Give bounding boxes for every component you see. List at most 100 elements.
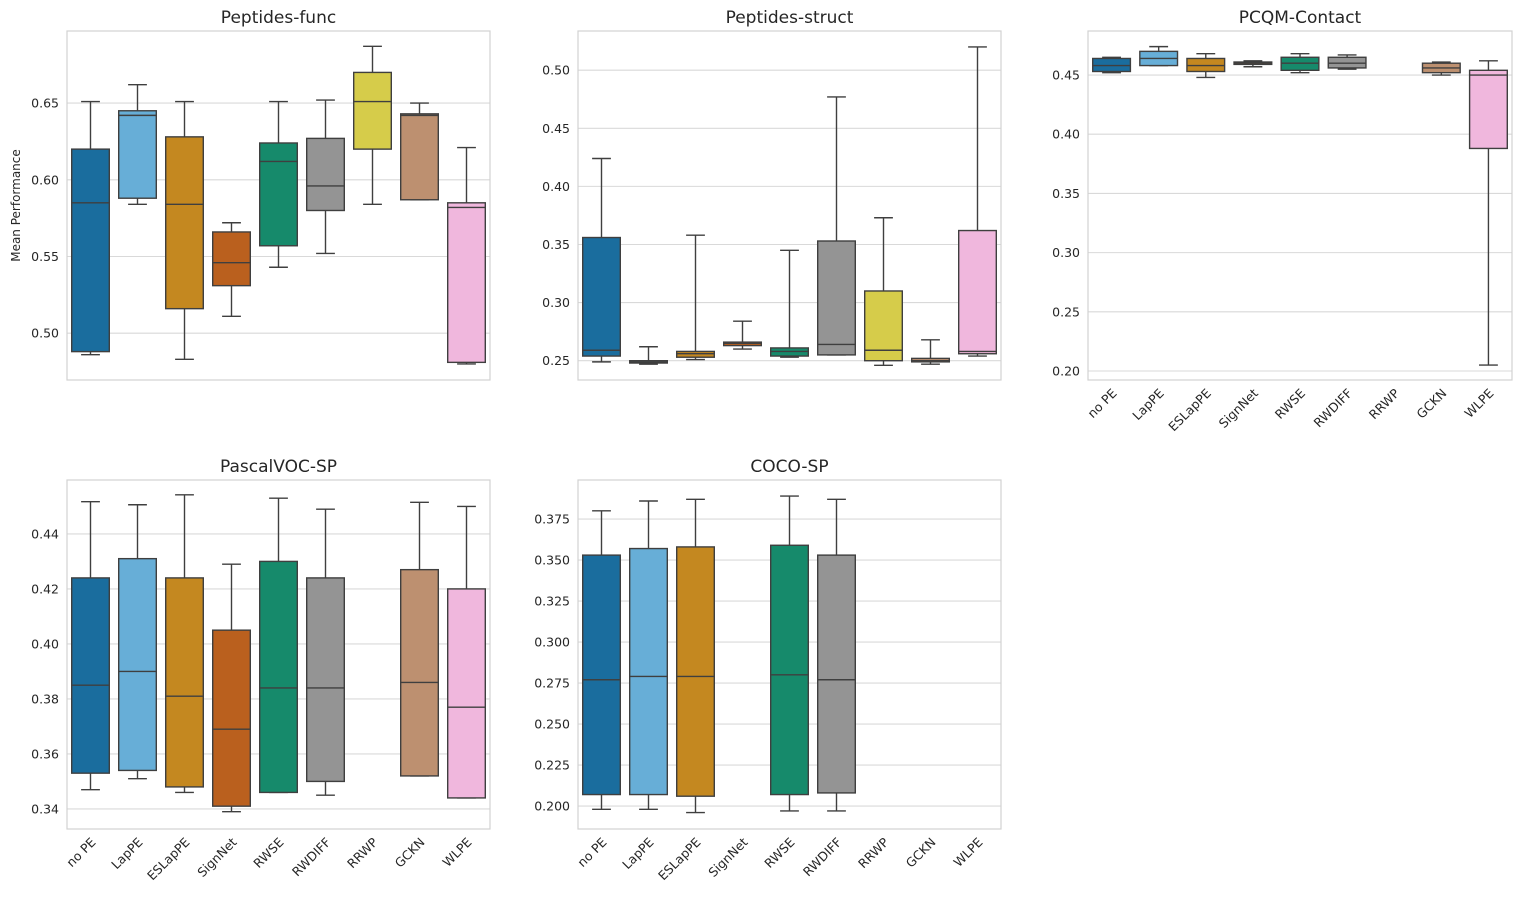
box-eslappe: [676, 498, 716, 814]
y-tick-label: 0.350: [534, 553, 570, 568]
y-tick-label: 0.25: [1052, 304, 1080, 319]
y-tick-label: 0.40: [1052, 127, 1080, 142]
y-tick-label: 0.225: [534, 758, 570, 773]
y-tick-label: 0.25: [542, 353, 570, 368]
iqr-box: [306, 577, 346, 783]
y-tick-label: 0.38: [31, 691, 59, 706]
y-tick-label: 0.42: [31, 581, 59, 596]
iqr-box: [306, 137, 346, 212]
box-lappe: [117, 504, 157, 780]
iqr-box: [676, 546, 716, 797]
y-tick-label: 0.35: [1052, 186, 1080, 201]
box-no-pe: [70, 100, 110, 356]
box-no-pe: [1092, 56, 1132, 74]
iqr-box: [582, 554, 622, 796]
y-tick-label: 0.45: [542, 121, 570, 136]
box-signnet: [211, 222, 251, 318]
y-tick-label: 0.375: [534, 512, 570, 527]
subplot-title: COCO-SP: [750, 457, 828, 477]
box-no-pe: [582, 510, 622, 811]
box-rrwp: [353, 45, 393, 206]
box-gckn: [400, 102, 440, 201]
box-rwdiff: [306, 508, 346, 796]
box-wlpe: [447, 505, 487, 799]
subplot-peptides-struct: 0.25 0.30 0.35 0.40 0.45 0.50 Peptides-struct: [542, 8, 1002, 381]
box-rwdiff: [1327, 54, 1367, 70]
subplot-title: Peptides-func: [221, 8, 336, 28]
box-wlpe: [447, 146, 487, 365]
box-rwse: [259, 100, 299, 268]
iqr-box: [117, 557, 157, 772]
box-rwse: [1280, 53, 1320, 74]
iqr-box: [447, 588, 487, 799]
y-tick-label: 0.30: [1052, 245, 1080, 260]
iqr-box: [582, 236, 622, 357]
box-lappe: [629, 346, 669, 365]
box-gckn: [1421, 61, 1461, 76]
axes-frame: [66, 479, 491, 830]
subplot-coco-sp: 0.200 0.225 0.250 0.275 0.300 0.325 0.350 0.375…: [534, 457, 1002, 883]
iqr-box: [958, 229, 998, 355]
iqr-box: [400, 568, 440, 777]
y-tick-label: 0.34: [31, 801, 59, 816]
box-lappe: [1139, 45, 1179, 67]
y-tick-label: 0.50: [542, 63, 570, 78]
iqr-box: [629, 547, 669, 796]
box-signnet: [723, 320, 763, 350]
box-signnet: [211, 563, 251, 813]
y-tick-label: 0.40: [31, 636, 59, 651]
iqr-box: [70, 148, 110, 353]
box-eslappe: [164, 100, 204, 360]
y-tick-label: 0.44: [31, 526, 59, 541]
box-no-pe: [582, 157, 622, 363]
box-rwdiff: [306, 99, 346, 255]
box-rwse: [259, 497, 299, 794]
iqr-box: [70, 577, 110, 774]
y-tick-label: 0.20: [1052, 364, 1080, 379]
axes-frame: [1087, 30, 1513, 381]
box-rwdiff: [817, 96, 857, 356]
axes-frame: [577, 30, 1002, 381]
subplot-title: PCQM-Contact: [1239, 8, 1362, 28]
y-tick-label: 0.35: [542, 237, 570, 252]
subplot-peptides-func: 0.50 0.55 0.60 0.65 Peptides-func Mean Perfor…: [9, 8, 491, 381]
iqr-box: [864, 290, 904, 362]
iqr-box: [164, 136, 204, 310]
iqr-box: [770, 544, 810, 796]
box-rwse: [770, 249, 810, 358]
iqr-box: [259, 142, 299, 247]
box-rwdiff: [817, 498, 857, 812]
y-tick-label: 0.60: [31, 172, 59, 187]
iqr-box: [400, 113, 440, 201]
iqr-box: [117, 110, 157, 199]
box-eslappe: [1186, 53, 1226, 79]
y-tick-label: 0.50: [31, 326, 59, 341]
iqr-box: [817, 240, 857, 356]
box-eslappe: [676, 234, 716, 361]
box-wlpe: [958, 46, 998, 357]
box-lappe: [629, 500, 669, 811]
iqr-box: [259, 560, 299, 794]
y-tick-label: 0.200: [534, 799, 570, 814]
box-gckn: [400, 501, 440, 777]
axes-frame: [66, 30, 491, 381]
y-tick-label: 0.250: [534, 717, 570, 732]
y-tick-label: 0.300: [534, 635, 570, 650]
y-tick-label: 0.65: [31, 96, 59, 111]
y-tick-label: 0.325: [534, 594, 570, 609]
iqr-box: [164, 577, 204, 788]
iqr-box: [353, 71, 393, 150]
iqr-box: [1468, 69, 1508, 150]
iqr-box: [211, 629, 251, 807]
box-signnet: [1233, 60, 1273, 68]
box-lappe: [117, 83, 157, 206]
y-tick-label: 0.30: [542, 295, 570, 310]
axes-frame: [577, 479, 1002, 830]
subplot-title: PascalVOC-SP: [220, 457, 337, 477]
box-wlpe: [1468, 60, 1508, 366]
box-eslappe: [164, 494, 204, 794]
y-tick-label: 0.36: [31, 746, 59, 761]
iqr-box: [211, 231, 251, 287]
